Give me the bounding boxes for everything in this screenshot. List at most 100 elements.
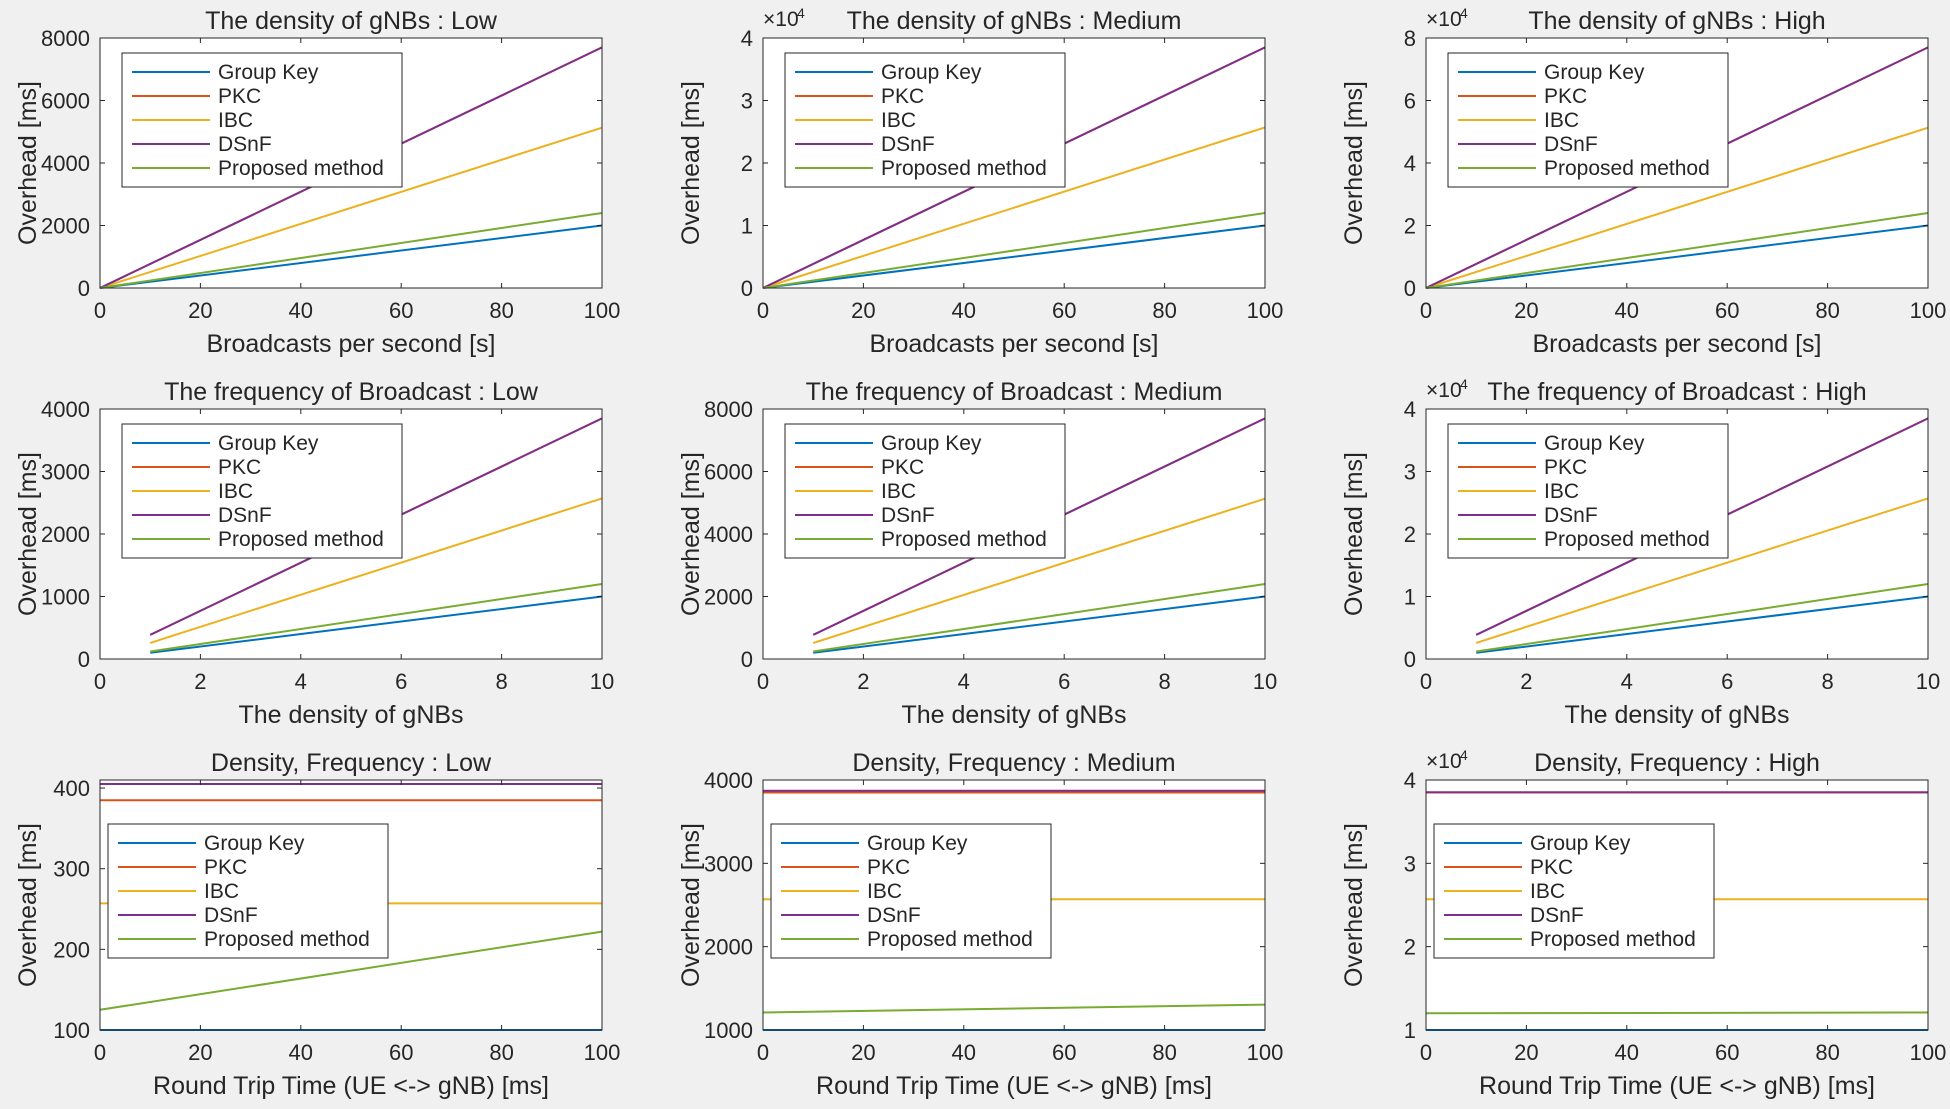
x-tick-label: 2 xyxy=(1520,669,1532,694)
x-tick-label: 8 xyxy=(1158,669,1170,694)
legend-entry: IBC xyxy=(881,480,916,503)
legend-entry: Group Key xyxy=(867,832,968,855)
y-tick-label: 400 xyxy=(53,776,90,801)
x-tick-label: 10 xyxy=(1253,669,1277,694)
legend-entry: DSnF xyxy=(218,504,272,527)
legend-entry: IBC xyxy=(204,880,239,903)
x-tick-label: 80 xyxy=(1152,298,1176,323)
x-tick-label: 80 xyxy=(489,1040,513,1065)
x-axis-label: Round Trip Time (UE <-> gNB) [ms] xyxy=(153,1072,549,1100)
axes-box xyxy=(1425,779,1929,1031)
chart-title: The density of gNBs : Low xyxy=(205,7,498,35)
legend-entry: IBC xyxy=(1544,480,1579,503)
y-tick-label: 2000 xyxy=(704,935,753,960)
series-line-proposed-method xyxy=(1476,583,1929,653)
series-line-proposed-method xyxy=(813,583,1266,653)
x-tick-label: 0 xyxy=(757,669,769,694)
legend-entry: Proposed method xyxy=(204,928,370,951)
chart-title: The frequency of Broadcast : Medium xyxy=(806,378,1223,406)
x-tick-label: 20 xyxy=(1514,298,1538,323)
x-tick-label: 80 xyxy=(1815,298,1839,323)
x-tick-label: 0 xyxy=(1420,1040,1432,1065)
x-tick-label: 80 xyxy=(1152,1040,1176,1065)
x-tick-label: 100 xyxy=(584,298,621,323)
x-tick-label: 60 xyxy=(389,1040,413,1065)
y-tick-label: 8 xyxy=(1404,26,1416,51)
series-line-proposed-method xyxy=(1425,1011,1929,1015)
y-multiplier: ×10 xyxy=(763,8,799,31)
y-tick-label: 2 xyxy=(1404,522,1416,547)
x-axis-label: Round Trip Time (UE <-> gNB) [ms] xyxy=(1479,1072,1875,1100)
y-tick-label: 3 xyxy=(1404,460,1416,485)
x-tick-label: 20 xyxy=(188,298,212,323)
y-multiplier: ×10 xyxy=(1426,750,1462,773)
y-axis-label: Overhead [ms] xyxy=(1340,452,1368,616)
x-tick-label: 0 xyxy=(757,298,769,323)
legend-entry: IBC xyxy=(218,480,253,503)
x-tick-label: 6 xyxy=(1721,669,1733,694)
legend-entry: Proposed method xyxy=(218,528,384,551)
x-tick-label: 0 xyxy=(1420,669,1432,694)
y-axis-label: Overhead [ms] xyxy=(14,823,42,987)
y-tick-label: 0 xyxy=(78,647,90,672)
x-axis-label: The density of gNBs xyxy=(901,701,1126,729)
y-tick-label: 1000 xyxy=(704,1018,753,1043)
x-tick-label: 40 xyxy=(289,1040,313,1065)
x-tick-label: 60 xyxy=(1052,298,1076,323)
x-tick-label: 40 xyxy=(1615,1040,1639,1065)
legend-entry: PKC xyxy=(867,856,910,879)
y-tick-label: 6000 xyxy=(41,89,90,114)
legend-entry: Group Key xyxy=(218,432,319,455)
series-line-ibc xyxy=(1475,497,1929,644)
y-tick-label: 3 xyxy=(741,89,753,114)
x-tick-label: 10 xyxy=(1916,669,1940,694)
series-line-group-key xyxy=(99,224,603,289)
y-tick-label: 6000 xyxy=(704,460,753,485)
legend-entry: PKC xyxy=(1530,856,1573,879)
x-tick-label: 2 xyxy=(194,669,206,694)
legend-entry: Group Key xyxy=(881,61,982,84)
chart-title: The density of gNBs : High xyxy=(1528,7,1825,35)
y-tick-label: 4000 xyxy=(704,522,753,547)
y-axis-label: Overhead [ms] xyxy=(14,81,42,245)
y-multiplier-exponent: 4 xyxy=(1460,5,1468,21)
y-multiplier: ×10 xyxy=(1426,379,1462,402)
series-line-proposed-method xyxy=(762,1003,1266,1014)
series-line-group-key xyxy=(1425,224,1929,289)
chart-title: The frequency of Broadcast : High xyxy=(1487,378,1866,406)
x-tick-label: 100 xyxy=(1910,298,1947,323)
series-line-proposed-method xyxy=(150,583,603,653)
x-axis-label: The density of gNBs xyxy=(1564,701,1789,729)
x-axis-label: Round Trip Time (UE <-> gNB) [ms] xyxy=(816,1072,1212,1100)
chart-title: The frequency of Broadcast : Low xyxy=(164,378,539,406)
y-axis-label: Overhead [ms] xyxy=(1340,81,1368,245)
y-axis-label: Overhead [ms] xyxy=(677,452,705,616)
x-tick-label: 100 xyxy=(1247,1040,1284,1065)
x-tick-label: 6 xyxy=(395,669,407,694)
y-tick-label: 8000 xyxy=(704,397,753,422)
legend-entry: Group Key xyxy=(218,61,319,84)
x-tick-label: 8 xyxy=(495,669,507,694)
legend-entry: Proposed method xyxy=(1544,528,1710,551)
x-tick-label: 8 xyxy=(1821,669,1833,694)
y-tick-label: 2000 xyxy=(41,522,90,547)
y-tick-label: 300 xyxy=(53,857,90,882)
x-axis-label: The density of gNBs xyxy=(238,701,463,729)
legend-entry: PKC xyxy=(1544,456,1587,479)
legend-entry: IBC xyxy=(867,880,902,903)
y-tick-label: 2 xyxy=(741,151,753,176)
x-tick-label: 80 xyxy=(489,298,513,323)
y-tick-label: 4000 xyxy=(41,151,90,176)
y-tick-label: 4 xyxy=(1404,768,1416,793)
legend-entry: DSnF xyxy=(1544,133,1598,156)
x-tick-label: 40 xyxy=(952,298,976,323)
axes-box xyxy=(762,779,1266,1031)
